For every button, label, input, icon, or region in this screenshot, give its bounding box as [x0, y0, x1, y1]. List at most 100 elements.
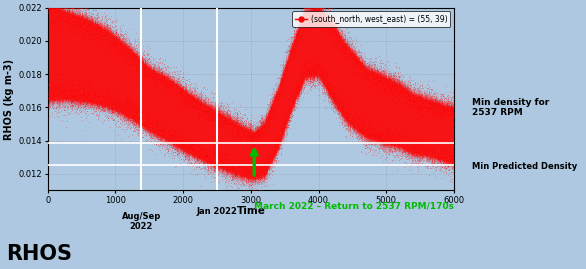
Point [339, 52, 349, 56]
Point [201, 163, 210, 167]
Point [299, 71, 308, 76]
Point [285, 95, 295, 99]
Point [406, 83, 415, 88]
Point [139, 49, 149, 53]
Point [115, 112, 125, 116]
Point [265, 97, 274, 101]
Point [210, 156, 219, 161]
Point [339, 58, 348, 62]
Point [258, 132, 267, 136]
Point [67, 16, 76, 20]
Point [165, 147, 174, 151]
Point [94, 114, 103, 118]
Point [438, 93, 447, 97]
Point [294, 25, 303, 29]
Point [417, 143, 427, 147]
Point [236, 171, 246, 175]
Point [93, 25, 102, 30]
Point [310, 76, 319, 80]
Point [447, 105, 456, 109]
Point [114, 37, 124, 41]
Point [304, 25, 313, 30]
Point [339, 53, 348, 58]
Point [188, 97, 197, 102]
Point [48, 6, 57, 10]
Point [189, 155, 199, 160]
Point [397, 83, 406, 87]
Point [437, 114, 446, 118]
Point [383, 77, 392, 82]
Point [318, 59, 328, 64]
Point [176, 89, 185, 93]
Point [391, 74, 401, 79]
Point [128, 53, 138, 57]
Point [444, 167, 454, 171]
Point [436, 111, 445, 116]
Point [409, 96, 418, 100]
Point [326, 99, 335, 104]
Point [264, 103, 274, 108]
Point [224, 107, 234, 112]
Point [414, 134, 423, 138]
Point [86, 26, 96, 30]
Point [179, 149, 189, 153]
Point [165, 122, 175, 127]
Point [296, 87, 305, 91]
Point [84, 103, 94, 107]
Point [65, 21, 74, 26]
Point [407, 155, 416, 160]
Point [217, 158, 227, 163]
Point [223, 118, 233, 122]
Point [285, 35, 295, 39]
Point [308, 70, 317, 75]
Point [338, 117, 347, 122]
Point [83, 104, 92, 109]
Point [383, 79, 393, 84]
Point [83, 23, 93, 27]
Point [288, 106, 297, 110]
Point [177, 83, 186, 88]
Point [312, 6, 321, 10]
Point [74, 100, 83, 104]
Point [324, 27, 333, 31]
Point [156, 128, 166, 132]
Point [317, 75, 326, 80]
Point [338, 112, 347, 116]
Point [241, 179, 251, 183]
Point [149, 133, 158, 137]
Point [229, 118, 238, 122]
Point [81, 107, 90, 111]
Point [440, 136, 449, 140]
Point [115, 91, 124, 96]
Point [281, 72, 291, 76]
Point [47, 93, 56, 97]
Point [389, 149, 398, 154]
Point [378, 77, 387, 81]
Point [218, 174, 227, 178]
Point [256, 165, 265, 169]
Point [291, 84, 301, 88]
Point [46, 16, 56, 20]
Point [210, 118, 220, 122]
Point [448, 119, 458, 123]
Point [235, 114, 244, 119]
Point [57, 6, 67, 11]
Point [339, 105, 348, 109]
Point [156, 71, 166, 75]
Point [73, 21, 83, 25]
Point [217, 166, 226, 170]
Point [245, 121, 254, 126]
Point [195, 112, 204, 116]
Point [80, 6, 90, 10]
Point [230, 114, 240, 118]
Point [233, 165, 242, 169]
Point [239, 173, 248, 177]
Point [125, 62, 134, 66]
Point [241, 173, 251, 177]
Point [240, 164, 249, 168]
Point [46, 6, 55, 10]
Point [259, 158, 268, 162]
Point [377, 122, 386, 126]
Point [320, 78, 329, 82]
Point [391, 140, 400, 144]
